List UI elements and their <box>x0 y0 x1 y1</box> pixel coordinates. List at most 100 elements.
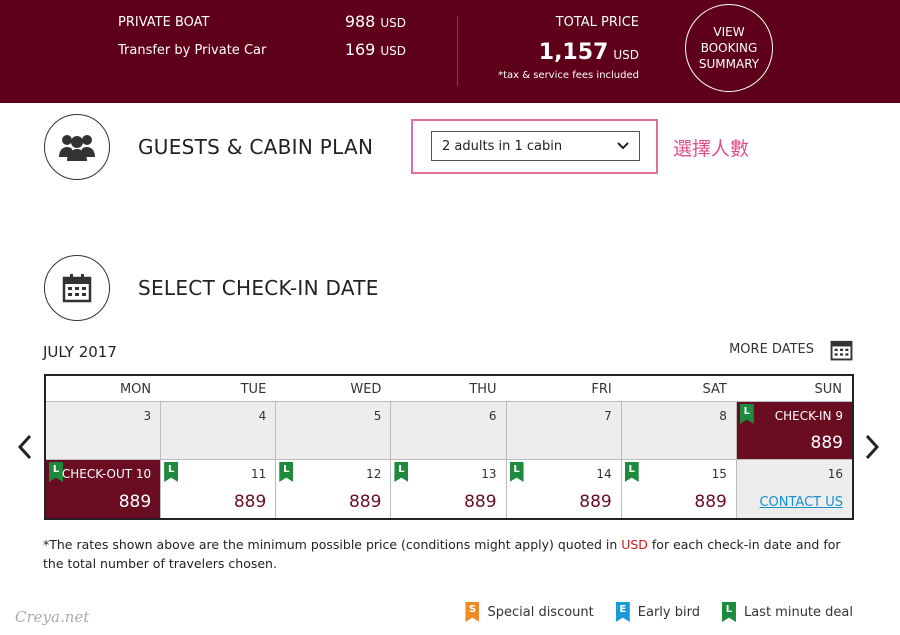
day-number: 12 <box>366 467 382 481</box>
deal-badge: L <box>624 462 639 482</box>
legend-item: E Early bird <box>615 602 700 622</box>
item-label: PRIVATE BOAT <box>118 15 210 30</box>
fee-note: *tax & service fees included <box>498 70 639 81</box>
deal-badge: L <box>739 404 754 424</box>
date-cell: 7 <box>506 402 622 460</box>
legend-badge: S <box>465 602 480 622</box>
price: 889 <box>233 492 267 512</box>
item-price: 988 USD <box>345 12 406 31</box>
legend-label: Last minute deal <box>743 604 853 620</box>
day-number: 6 <box>488 409 497 423</box>
day-number: 5 <box>373 409 382 423</box>
day-number: 13 <box>481 467 497 481</box>
watermark: Creya.net <box>15 608 90 626</box>
date-cell[interactable]: L 15 889 <box>621 460 737 518</box>
date-cell: 5 <box>276 402 392 460</box>
total-label: TOTAL PRICE <box>555 15 639 30</box>
calendar-icon <box>44 255 110 321</box>
price: 889 <box>694 492 727 512</box>
weekday: WED <box>276 376 392 402</box>
weekday: MON <box>46 376 162 402</box>
note-currency: USD <box>621 537 648 552</box>
legend-badge: E <box>615 602 630 622</box>
date-cell: 3 <box>46 402 162 460</box>
date-cell: 4 <box>161 402 277 460</box>
date-cell[interactable]: L CHECK-IN 9 889 <box>736 402 852 460</box>
deal-badge: L <box>279 462 294 482</box>
section-title: GUESTS & CABIN PLAN <box>138 135 374 159</box>
date-cell[interactable]: L 12 889 <box>276 460 392 518</box>
deal-badge: L <box>49 462 63 482</box>
month-label: JULY 2017 <box>43 343 117 361</box>
date-cell[interactable]: L CHECK-OUT 10 889 <box>46 460 162 518</box>
price-header: PRIVATE BOAT 988 USD Transfer by Private … <box>0 0 900 103</box>
weekday: SAT <box>621 376 737 402</box>
legend-label: Early bird <box>637 604 700 620</box>
currency: USD <box>380 44 406 58</box>
select-value: 2 adults in 1 cabin <box>442 138 563 154</box>
divider <box>457 16 458 86</box>
button-text: VIEW BOOKING SUMMARY <box>698 25 760 71</box>
section-title: SELECT CHECK-IN DATE <box>138 276 379 300</box>
weekday: TUE <box>161 376 277 402</box>
date-cell[interactable]: L 14 889 <box>506 460 622 518</box>
more-dates[interactable]: MORE DATES <box>729 342 814 357</box>
day-number: 15 <box>711 467 727 481</box>
day-number: 16 <box>827 467 843 481</box>
price: 889 <box>348 492 382 512</box>
annotation: 選擇人數 <box>673 138 750 160</box>
date-cell[interactable]: L 13 889 <box>391 460 507 518</box>
guests-icon <box>44 114 110 180</box>
weekday: THU <box>391 376 507 402</box>
next-arrow[interactable] <box>863 434 881 460</box>
people-icon <box>59 135 95 161</box>
currency: USD <box>380 16 406 30</box>
date-cell[interactable]: L 11 889 <box>161 460 277 518</box>
legend-badge: L <box>721 602 736 622</box>
day-number: 7 <box>604 409 612 423</box>
chevron <box>617 142 629 150</box>
weekday: SUN <box>736 376 852 402</box>
total-price: 1,157 USD <box>539 40 639 65</box>
more-dates-icon <box>830 340 853 361</box>
day-number: 11 <box>251 467 267 481</box>
day-label: CHECK-IN 9 <box>774 409 843 423</box>
price: 889 <box>464 492 497 512</box>
deal-badge: L <box>509 462 524 482</box>
calendar: MON TUE WED THU FRI SAT SUN 3 4 5 6 7 8 L CHECK-IN 9 88… <box>44 374 854 520</box>
legend-label: Special discount <box>487 604 594 620</box>
legend-item: L Last minute deal <box>721 602 853 622</box>
highlight: 2 adults in 1 cabin <box>411 119 658 174</box>
note-text: for each check-in date and for the total… <box>43 537 841 571</box>
weekday: FRI <box>506 376 622 402</box>
item-label: Transfer by Private Car <box>118 43 267 58</box>
price: 889 <box>810 433 843 453</box>
day-number: 4 <box>258 409 267 423</box>
date-cell: 8 <box>621 402 737 460</box>
total: 1,157 <box>538 40 609 65</box>
footnote: *The rates shown above are the minimum p… <box>43 535 863 573</box>
day-number: 8 <box>719 409 727 423</box>
note-text: *The rates shown above are the minimum p… <box>43 537 622 552</box>
prev-arrow[interactable] <box>16 434 34 460</box>
deal-badge: L <box>164 462 179 482</box>
date-cell: 16 CONTACT US <box>736 460 852 518</box>
price: 889 <box>118 492 152 512</box>
day-number: 14 <box>596 467 612 481</box>
currency: USD <box>613 48 639 62</box>
contact-link[interactable]: CONTACT US <box>759 495 843 510</box>
amount: 169 <box>344 40 376 59</box>
day-label: CHECK-OUT 10 <box>61 467 152 481</box>
item-price: 169 USD <box>345 40 406 59</box>
legend-item: S Special discount <box>465 602 594 622</box>
deal-badge: L <box>394 462 409 482</box>
calendar-glyph <box>62 274 92 303</box>
summary-button[interactable]: VIEW BOOKING SUMMARY <box>685 4 773 92</box>
day-number: 3 <box>143 409 152 423</box>
amount: 988 <box>344 12 376 31</box>
price: 889 <box>579 492 612 512</box>
date-cell: 6 <box>391 402 507 460</box>
legend: S Special discount E Early bird L Last minute… <box>443 602 853 622</box>
guest-select[interactable]: 2 adults in 1 cabin <box>431 131 640 161</box>
